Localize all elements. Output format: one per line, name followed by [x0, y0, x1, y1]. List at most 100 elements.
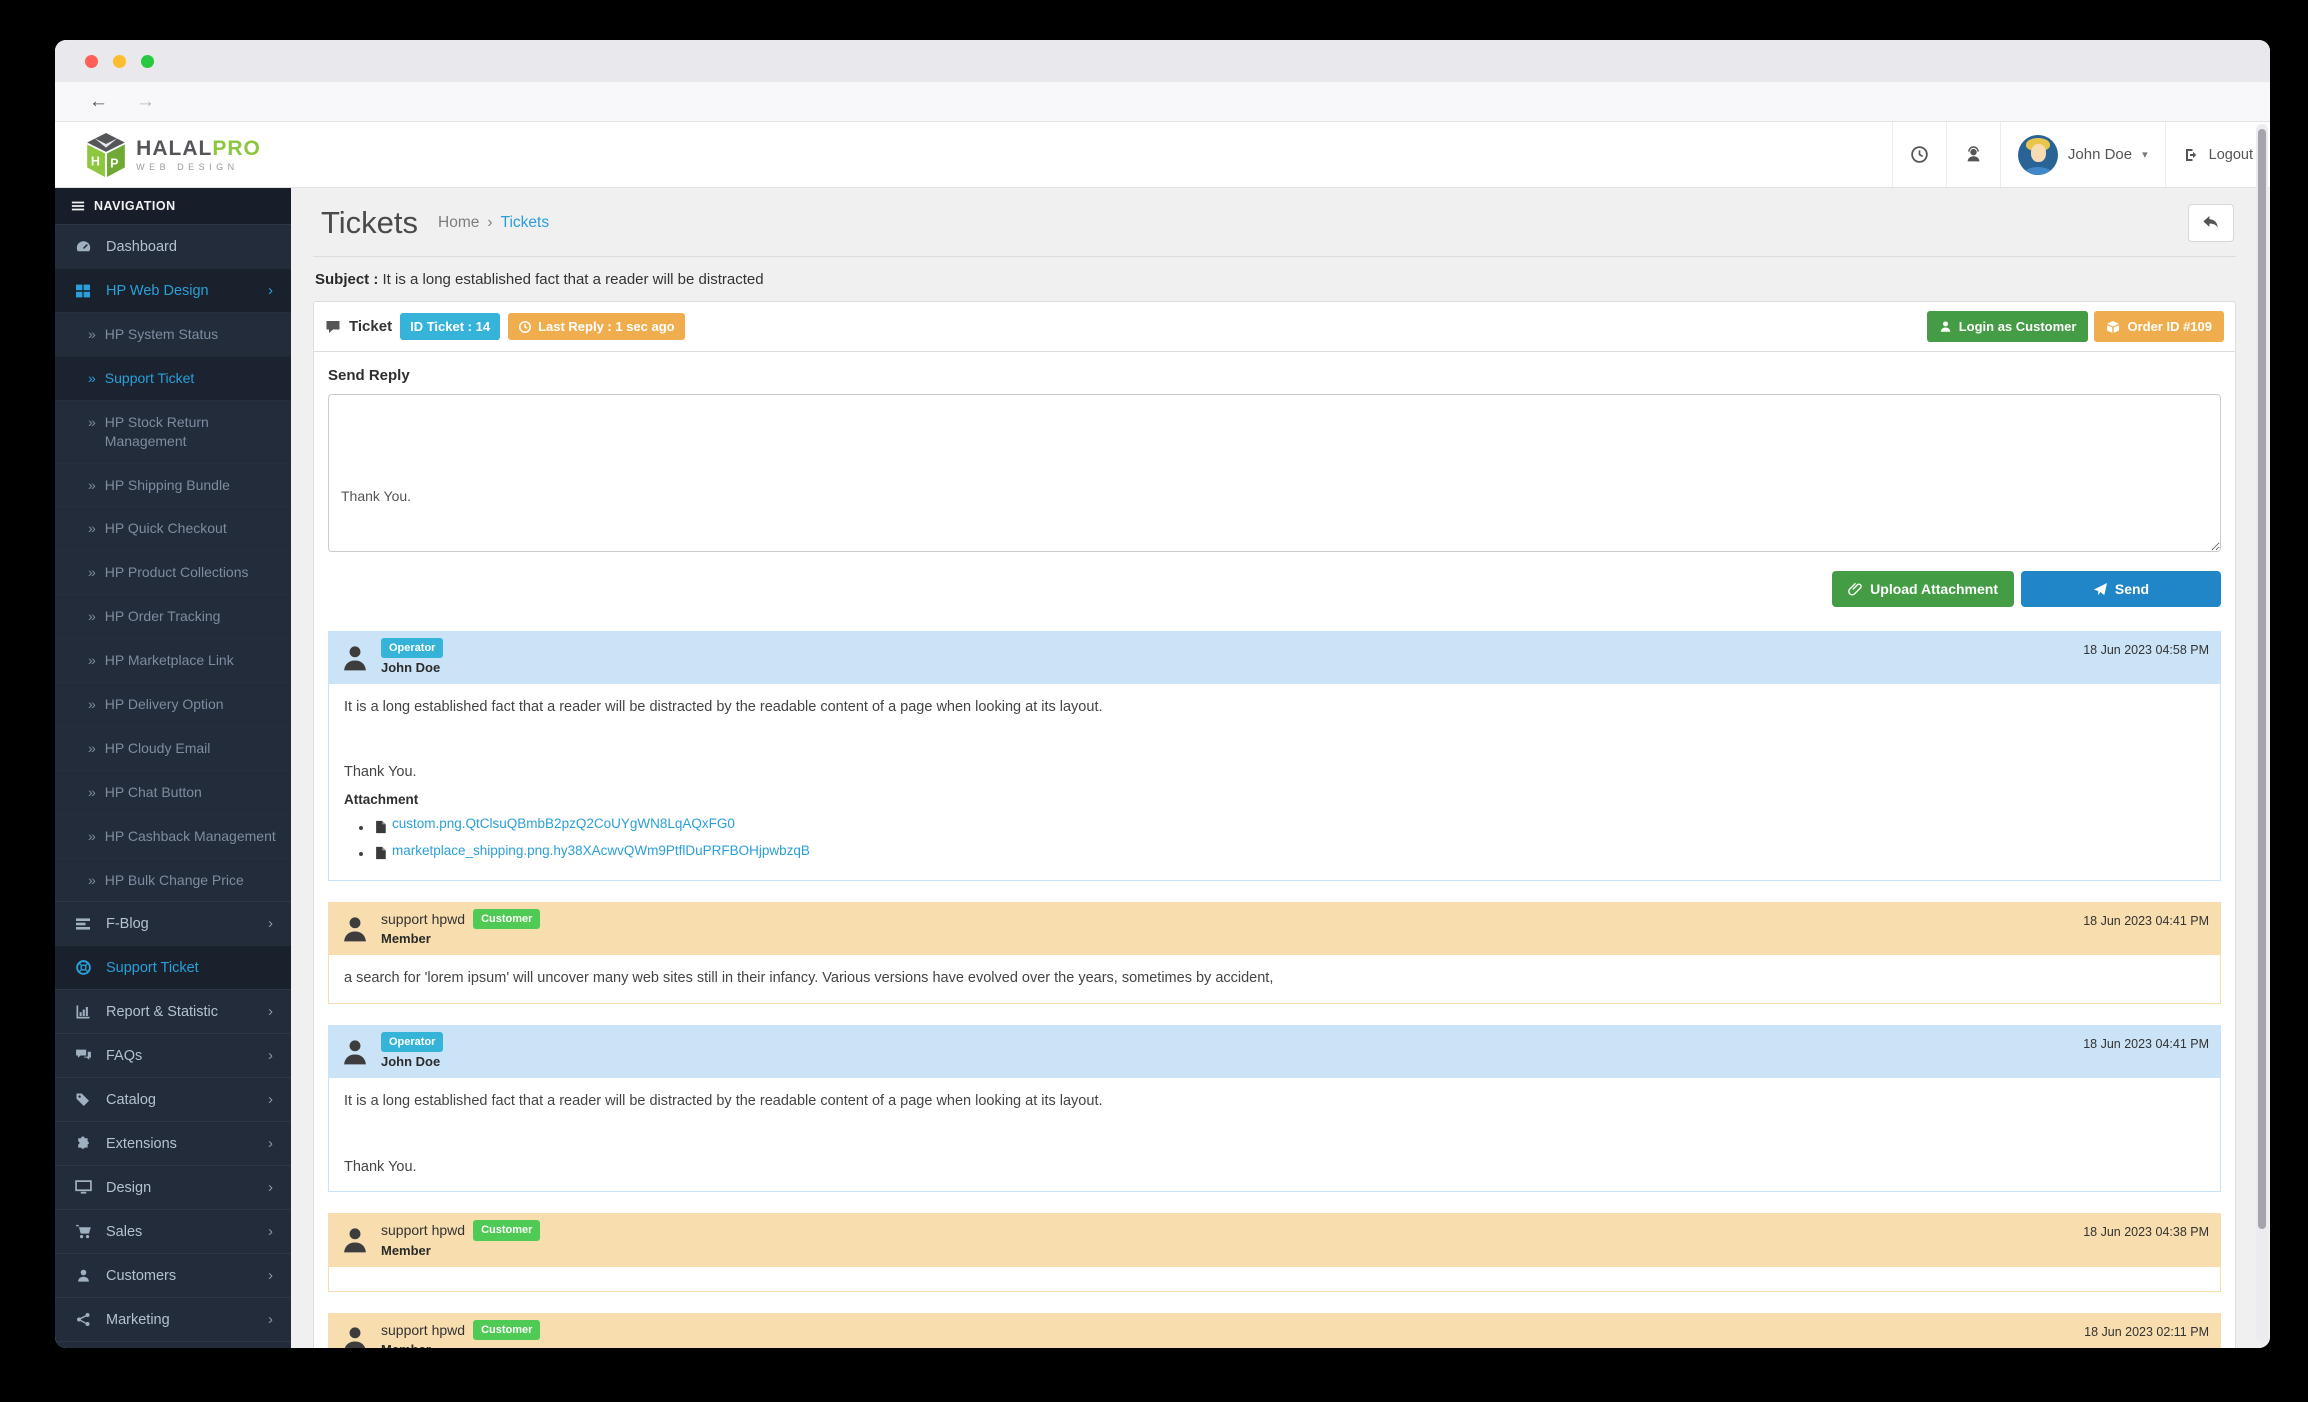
sidebar-subitem-hp-marketplace-link[interactable]: » HP Marketplace Link	[55, 638, 291, 682]
macos-titlebar	[55, 40, 2270, 82]
message-author-top: Operator	[381, 638, 444, 659]
life-ring-icon	[73, 959, 93, 976]
person-avatar-icon	[340, 643, 370, 673]
person-avatar-icon	[340, 1324, 370, 1348]
user-menu[interactable]: John Doe ▾	[1999, 122, 2165, 187]
dashboard-icon	[73, 238, 93, 255]
chevron-right-icon: ›	[268, 915, 273, 933]
history-button[interactable]	[1891, 122, 1946, 187]
order-id-button[interactable]: Order ID #109	[2094, 311, 2224, 342]
sidebar-item-customers[interactable]: Customers ›	[55, 1253, 291, 1297]
minimize-window-button[interactable]	[113, 54, 126, 68]
sidebar-item-label: Extensions	[106, 1135, 177, 1152]
sidebar-item-design[interactable]: Design ›	[55, 1165, 291, 1209]
sidebar-item-marketing[interactable]: Marketing ›	[55, 1297, 291, 1341]
message-author-top: support hpwd Customer	[381, 1319, 541, 1340]
browser-back-button[interactable]: ←	[89, 90, 108, 112]
sidebar-item-label: Customers	[106, 1267, 177, 1284]
page-scrollbar[interactable]	[2256, 124, 2268, 1344]
customer-badge: Customer	[473, 1319, 541, 1340]
chevron-right-icon: ›	[268, 1135, 273, 1153]
sidebar-item-catalog[interactable]: Catalog ›	[55, 1077, 291, 1121]
close-window-button[interactable]	[85, 54, 98, 68]
order-id-label: Order ID #109	[2127, 319, 2212, 334]
ticket-subject: Subject : It is a long established fact …	[313, 257, 2236, 301]
operator-badge: Operator	[381, 1032, 444, 1053]
chevron-right-icon: ›	[268, 282, 273, 299]
sidebar-item-label: Sales	[106, 1223, 143, 1240]
ticket-panel: Ticket ID Ticket : 14 Last Reply : 1 sec…	[313, 301, 2236, 1348]
author-name: John Doe	[381, 1054, 441, 1070]
user-avatar	[2017, 134, 2058, 175]
attachment-list-item: marketplace_shipping.png.hy38XAcwvQWm9Pt…	[374, 841, 2205, 864]
customer-badge: Customer	[473, 1220, 541, 1241]
back-to-list-button[interactable]	[2188, 204, 2234, 242]
message-item: Operator John Doe 18 Jun 2023 04:58 PM It i…	[328, 631, 2221, 882]
reply-textarea[interactable]	[328, 394, 2221, 552]
support-agent-button[interactable]	[1945, 122, 2000, 187]
zoom-window-button[interactable]	[141, 54, 154, 68]
sidebar-subitem-hp-delivery-option[interactable]: » HP Delivery Option	[55, 682, 291, 726]
sidebar-item-sales[interactable]: Sales ›	[55, 1209, 291, 1253]
sidebar-subitem-support-ticket[interactable]: » Support Ticket	[55, 355, 291, 400]
sidebar-subitem-hp-cloudy-email[interactable]: » HP Cloudy Email	[55, 726, 291, 770]
ticket-id-badge: ID Ticket : 14	[400, 313, 501, 340]
browser-forward-button[interactable]: →	[136, 90, 155, 112]
sidebar-item-dashboard[interactable]: Dashboard	[55, 224, 291, 268]
send-button[interactable]: Send	[2021, 571, 2221, 607]
sidebar-item-report-statistic[interactable]: Report & Statistic ›	[55, 989, 291, 1033]
grid-icon	[73, 283, 93, 299]
sidebar-item-hp-web-design[interactable]: HP Web Design ›	[55, 268, 291, 312]
sidebar-subitem-label: HP Cloudy Email	[104, 739, 211, 756]
sidebar-subitem-hp-shipping-bundle[interactable]: » HP Shipping Bundle	[55, 463, 291, 507]
sidebar: NAVIGATION Dashboard HP Web Design › » HP Sy…	[55, 188, 291, 1348]
sidebar-item-extensions[interactable]: Extensions ›	[55, 1121, 291, 1165]
sidebar-subitem-hp-cashback-management[interactable]: » HP Cashback Management	[55, 814, 291, 858]
scrollbar-thumb[interactable]	[2258, 129, 2266, 1229]
paperclip-icon	[1848, 582, 1863, 597]
sidebar-subitem-hp-order-tracking[interactable]: » HP Order Tracking	[55, 594, 291, 638]
sidebar-subitem-hp-bulk-change-price[interactable]: » HP Bulk Change Price	[55, 858, 291, 902]
double-chevron-icon: »	[88, 827, 96, 844]
logout-button[interactable]: Logout	[2164, 122, 2270, 187]
brand-name: HALAL	[136, 137, 213, 160]
sidebar-item-support-ticket[interactable]: Support Ticket	[55, 945, 291, 990]
message-body: a search for 'lorem ipsum' will uncover …	[328, 955, 2221, 1005]
brand-name-accent: PRO	[212, 137, 261, 160]
double-chevron-icon: »	[88, 564, 96, 581]
sidebar-item-system[interactable]: System›	[55, 1341, 291, 1348]
login-as-customer-button[interactable]: Login as Customer	[1926, 311, 2089, 342]
sidebar-subitem-hp-stock-return-management[interactable]: » HP Stock Return Management	[55, 400, 291, 463]
author-role: Member	[381, 1342, 540, 1348]
page-title: Tickets	[321, 205, 419, 240]
message-author: support hpwd Customer Member	[381, 1220, 541, 1259]
attachment-list-item: custom.png.QtClsuQBmbB2pzQ2CoUYgWN8LqAQx…	[374, 814, 2205, 837]
sidebar-subitem-label: HP Order Tracking	[104, 608, 221, 625]
sidebar-subitem-hp-quick-checkout[interactable]: » HP Quick Checkout	[55, 506, 291, 550]
sidebar-item-label: Catalog	[106, 1091, 156, 1108]
attachment-filename: custom.png.QtClsuQBmbB2pzQ2CoUYgWN8LqAQx…	[392, 816, 735, 832]
sidebar-subitem-hp-system-status[interactable]: » HP System Status	[55, 312, 291, 356]
message-body	[328, 1266, 2221, 1292]
chevron-right-icon: ›	[268, 1091, 273, 1109]
sidebar-subitem-hp-chat-button[interactable]: » HP Chat Button	[55, 770, 291, 814]
sidebar-subitem-hp-product-collections[interactable]: » HP Product Collections	[55, 550, 291, 594]
breadcrumb-home-link[interactable]: Home	[438, 214, 480, 231]
double-chevron-icon: »	[88, 476, 96, 493]
chevron-right-icon: ›	[268, 1311, 273, 1329]
sidebar-title: NAVIGATION	[55, 188, 291, 224]
attachment-link[interactable]: custom.png.QtClsuQBmbB2pzQ2CoUYgWN8LqAQx…	[374, 814, 735, 834]
sidebar-item-label: F-Blog	[106, 915, 149, 932]
sidebar-subitem-label: HP System Status	[104, 326, 219, 342]
sidebar-item-faqs[interactable]: FAQs ›	[55, 1033, 291, 1077]
file-icon	[374, 820, 387, 834]
breadcrumb-current-link[interactable]: Tickets	[500, 214, 550, 231]
upload-attachment-button[interactable]: Upload Attachment	[1832, 571, 2014, 607]
message-author-top: support hpwd Customer	[381, 1220, 541, 1241]
brand-logo[interactable]: H P HALALPRO WEB DESIGN	[55, 122, 291, 187]
attachment-link[interactable]: marketplace_shipping.png.hy38XAcwvQWm9Pt…	[374, 841, 810, 861]
message-header: support hpwd Customer Member 18 Jun 2023 04…	[328, 902, 2221, 956]
message-body: It is a long established fact that a rea…	[328, 684, 2221, 882]
sidebar-item-f-blog[interactable]: F-Blog ›	[55, 901, 291, 945]
sidebar-submenu: » HP System Status » Support Ticket » HP Stoc…	[55, 312, 291, 901]
